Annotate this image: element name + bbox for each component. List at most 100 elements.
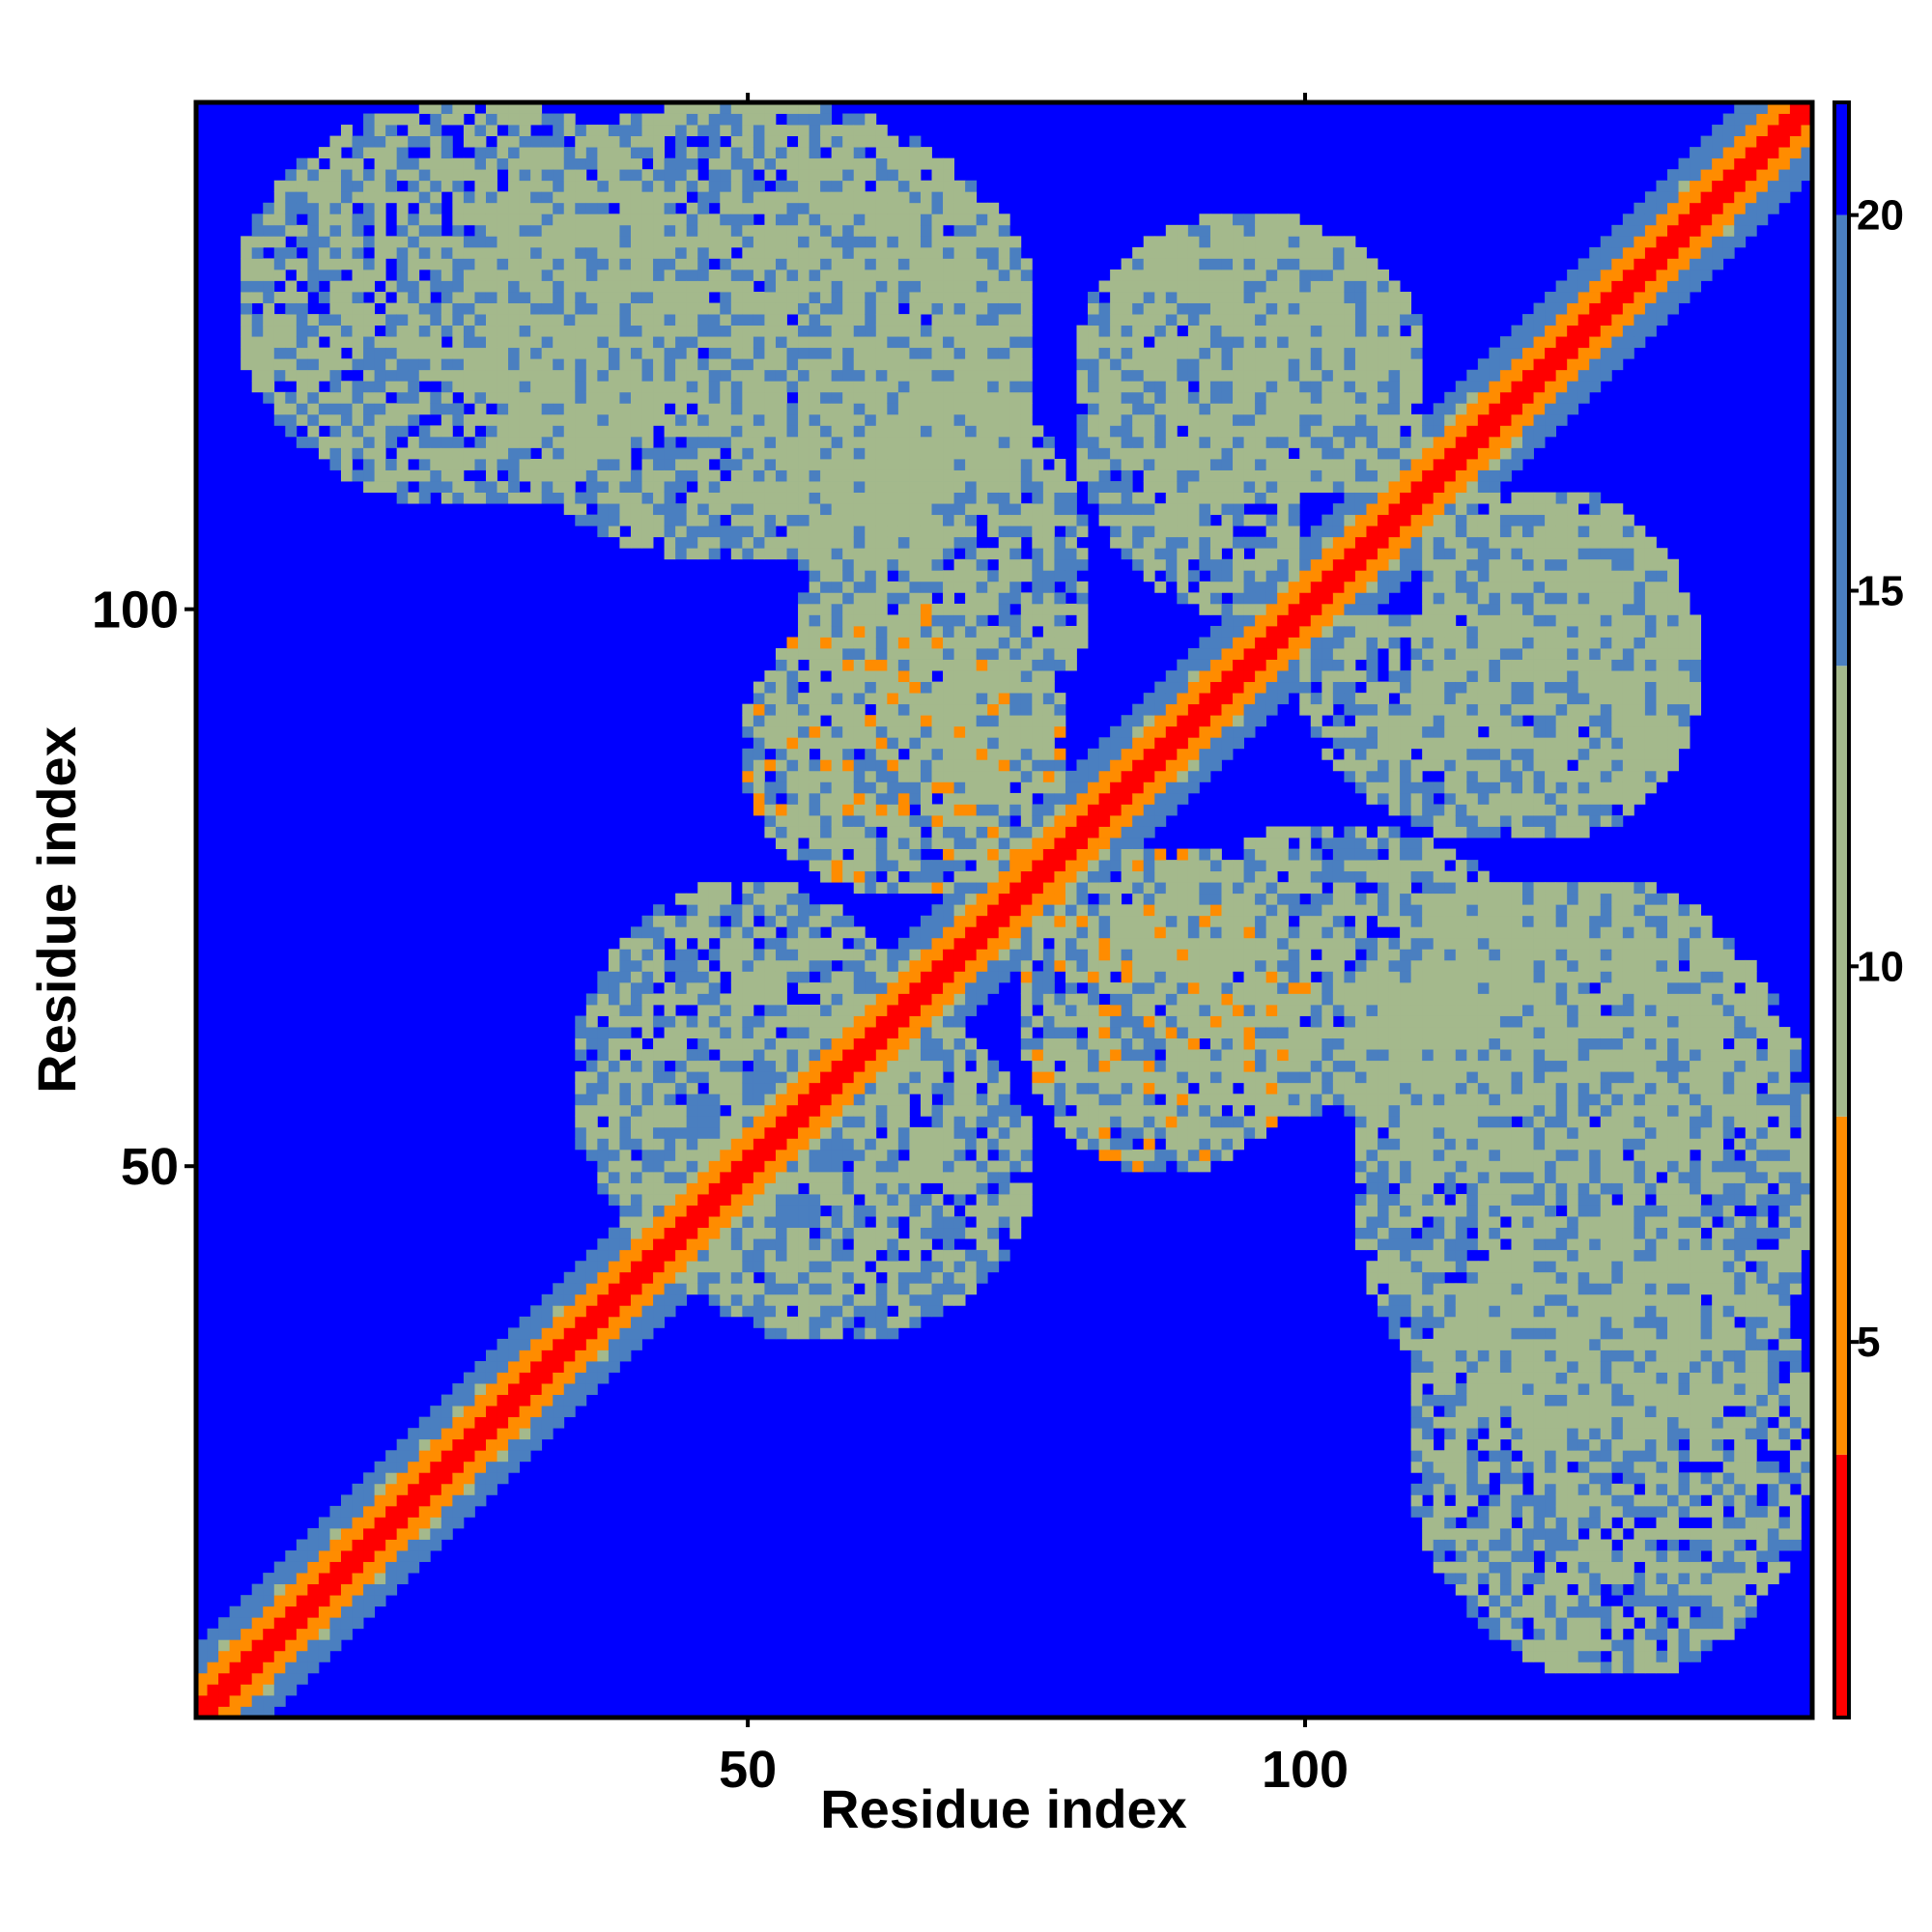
heatmap-cell bbox=[474, 1438, 487, 1451]
heatmap-cell bbox=[753, 781, 765, 794]
heatmap-cell bbox=[742, 280, 754, 293]
heatmap-cell bbox=[897, 492, 910, 504]
heatmap-cell bbox=[653, 1238, 665, 1251]
heatmap-cell bbox=[842, 959, 855, 972]
heatmap-cell bbox=[842, 1216, 855, 1229]
heatmap-cell bbox=[931, 581, 944, 593]
heatmap-cell bbox=[664, 236, 676, 248]
heatmap-cell bbox=[853, 224, 866, 237]
heatmap-cell bbox=[430, 169, 442, 182]
heatmap-cell bbox=[965, 1283, 978, 1295]
heatmap-cell bbox=[753, 1249, 765, 1262]
heatmap-cell bbox=[987, 1160, 1000, 1173]
heatmap-cell bbox=[541, 1361, 554, 1373]
heatmap-cell bbox=[831, 347, 843, 359]
heatmap-cell bbox=[374, 1517, 386, 1529]
heatmap-cell bbox=[730, 1015, 743, 1028]
heatmap-cell bbox=[430, 102, 442, 114]
heatmap-cell bbox=[485, 292, 497, 303]
heatmap-cell bbox=[653, 1205, 665, 1217]
heatmap-cell bbox=[430, 1483, 442, 1495]
heatmap-cell bbox=[697, 1160, 710, 1173]
heatmap-cell bbox=[485, 236, 497, 248]
heatmap-cell bbox=[998, 1205, 1010, 1217]
heatmap-cell bbox=[575, 425, 587, 438]
heatmap-cell bbox=[352, 269, 364, 281]
heatmap-cell bbox=[798, 1227, 810, 1239]
heatmap-cell bbox=[597, 292, 610, 303]
heatmap-cell bbox=[931, 381, 944, 393]
heatmap-cell bbox=[953, 536, 966, 549]
heatmap-cell bbox=[318, 1628, 330, 1640]
heatmap-cell bbox=[307, 1662, 320, 1674]
heatmap-cell bbox=[842, 1149, 855, 1161]
heatmap-cell bbox=[798, 1261, 810, 1273]
heatmap-cell bbox=[708, 915, 721, 927]
heatmap-cell bbox=[931, 292, 944, 303]
heatmap-cell bbox=[686, 1249, 698, 1262]
heatmap-cell bbox=[329, 1550, 342, 1562]
heatmap-cell bbox=[575, 292, 587, 303]
heatmap-cell bbox=[374, 391, 386, 404]
heatmap-cell bbox=[909, 659, 922, 671]
heatmap-cell bbox=[764, 292, 777, 303]
heatmap-cell bbox=[664, 169, 676, 182]
heatmap-cell bbox=[887, 302, 899, 315]
heatmap-cell bbox=[1009, 236, 1022, 248]
heatmap-cell bbox=[1009, 447, 1022, 460]
heatmap-cell bbox=[497, 280, 509, 293]
heatmap-cell bbox=[875, 1182, 888, 1195]
heatmap-cell bbox=[965, 614, 978, 627]
heatmap-cell bbox=[329, 325, 342, 337]
heatmap-cell bbox=[798, 314, 810, 327]
heatmap-cell bbox=[976, 292, 988, 303]
heatmap-cell bbox=[1020, 258, 1033, 270]
heatmap-cell bbox=[976, 715, 988, 727]
heatmap-cell bbox=[508, 202, 520, 214]
heatmap-cell bbox=[708, 1261, 721, 1273]
heatmap-cell bbox=[798, 1027, 810, 1039]
heatmap-cell bbox=[440, 280, 453, 293]
heatmap-cell bbox=[385, 1527, 398, 1540]
heatmap-cell bbox=[909, 224, 922, 237]
heatmap-cell bbox=[987, 1060, 1000, 1072]
heatmap-cell bbox=[630, 536, 642, 549]
heatmap-cell bbox=[798, 926, 810, 939]
heatmap-cell bbox=[497, 147, 509, 159]
heatmap-cell bbox=[909, 1261, 922, 1273]
heatmap-cell bbox=[798, 1171, 810, 1183]
heatmap-cell bbox=[296, 302, 308, 315]
heatmap-cell bbox=[575, 1283, 587, 1295]
heatmap-cell bbox=[965, 548, 978, 560]
heatmap-cell bbox=[764, 503, 777, 516]
heatmap-cell bbox=[820, 570, 833, 582]
heatmap-cell bbox=[775, 1261, 787, 1273]
heatmap-cell bbox=[987, 759, 1000, 772]
heatmap-cell bbox=[318, 391, 330, 404]
heatmap-cell bbox=[675, 1049, 688, 1062]
heatmap-cell bbox=[875, 358, 888, 371]
heatmap-cell bbox=[340, 1573, 353, 1585]
heatmap-cell bbox=[809, 860, 821, 872]
heatmap-cell bbox=[396, 425, 409, 438]
heatmap-cell bbox=[965, 681, 978, 694]
heatmap-cell bbox=[720, 236, 732, 248]
heatmap-cell bbox=[798, 458, 810, 470]
heatmap-cell bbox=[352, 469, 364, 482]
heatmap-cell bbox=[664, 191, 676, 204]
heatmap-cell bbox=[831, 1182, 843, 1195]
heatmap-cell bbox=[909, 637, 922, 649]
heatmap-cell bbox=[887, 492, 899, 504]
heatmap-cell bbox=[296, 314, 308, 327]
heatmap-cell bbox=[1032, 993, 1044, 1006]
heatmap-cell bbox=[318, 1527, 330, 1540]
heatmap-cell bbox=[497, 1406, 509, 1418]
heatmap-cell bbox=[842, 971, 855, 983]
heatmap-cell bbox=[720, 1027, 732, 1039]
heatmap-cell bbox=[965, 325, 978, 337]
heatmap-cell bbox=[440, 157, 453, 170]
heatmap-cell bbox=[553, 236, 565, 248]
heatmap-cell bbox=[909, 838, 922, 849]
heatmap-cell bbox=[987, 959, 1000, 972]
heatmap-cell bbox=[508, 1372, 520, 1384]
